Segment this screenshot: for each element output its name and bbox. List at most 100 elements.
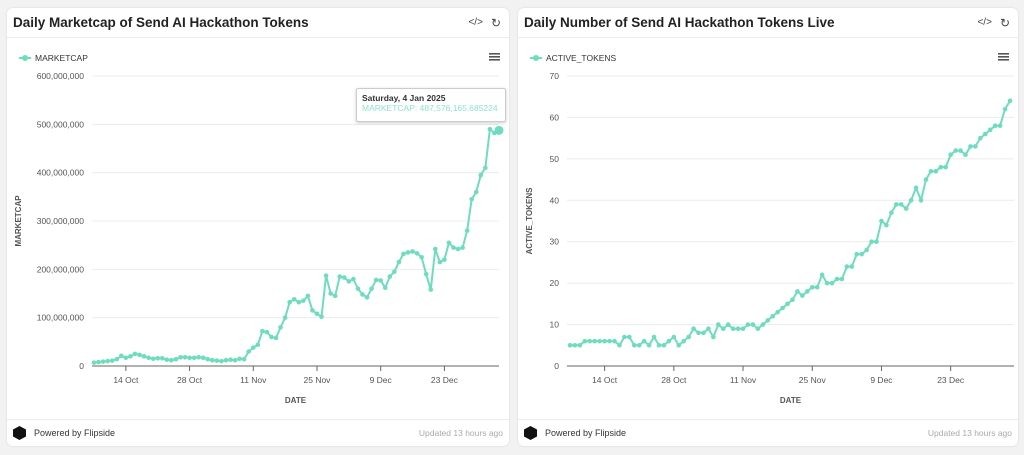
data-point: [997, 123, 1003, 129]
data-point: [351, 276, 356, 282]
data-point: [790, 297, 795, 303]
data-point: [795, 289, 800, 294]
data-point: [903, 206, 909, 211]
data-point: [305, 293, 311, 299]
data-point: [711, 334, 716, 340]
data-point: [656, 342, 662, 348]
data-point: [246, 349, 252, 354]
code-icon[interactable]: </>: [977, 17, 992, 28]
data-point: [607, 338, 612, 344]
y-tick-label: 300,000,000: [37, 216, 85, 226]
code-icon[interactable]: </>: [468, 17, 483, 28]
data-point: [396, 259, 402, 265]
data-point: [442, 257, 447, 262]
data-point: [646, 342, 652, 348]
data-point: [346, 279, 352, 284]
y-tick-label: 20: [550, 278, 560, 288]
x-tick-label: 25 Nov: [799, 375, 827, 385]
x-axis-label: DATE: [285, 396, 307, 405]
data-point: [473, 189, 479, 195]
hamburger-menu-icon: [998, 59, 1009, 61]
data-point: [255, 342, 261, 348]
data-point: [364, 295, 370, 300]
x-tick-label: 28 Oct: [661, 375, 687, 385]
x-tick-label: 14 Oct: [113, 375, 139, 385]
data-point: [323, 273, 329, 278]
data-point: [355, 286, 361, 291]
data-point: [908, 197, 914, 203]
data-point: [780, 305, 785, 311]
data-point: [96, 359, 101, 365]
data-point: [859, 251, 864, 257]
data-point: [269, 334, 274, 340]
y-tick-label: 0: [79, 361, 84, 371]
data-point: [159, 355, 165, 361]
data-point: [337, 274, 343, 279]
data-point: [567, 342, 573, 348]
data-point: [597, 338, 602, 344]
data-point: [740, 326, 746, 332]
data-point: [369, 286, 374, 291]
data-point: [237, 356, 242, 362]
tooltip-date: Saturday, 4 Jan 2025: [362, 93, 446, 103]
data-point: [874, 239, 879, 245]
data-point: [755, 326, 761, 332]
data-point: [770, 313, 775, 319]
data-point: [205, 356, 211, 362]
data-point: [775, 309, 780, 315]
data-point: [141, 354, 147, 359]
powered-by[interactable]: Powered by Flipside: [545, 428, 627, 438]
data-point: [973, 144, 978, 149]
powered-by[interactable]: Powered by Flipside: [34, 428, 116, 438]
data-point: [319, 314, 324, 320]
y-tick-label: 50: [550, 154, 560, 164]
data-point: [587, 338, 593, 344]
data-point: [437, 259, 443, 265]
tooltip-value: MARKETCAP: 487,576,165.685224: [362, 103, 498, 113]
data-point: [681, 338, 687, 344]
hamburger-menu-icon: [998, 53, 1009, 55]
legend-label: ACTIVE_TOKENS: [546, 53, 617, 63]
legend-marker: [533, 55, 539, 61]
data-point: [627, 334, 632, 340]
data-point: [923, 177, 929, 182]
data-point: [460, 245, 465, 250]
y-axis-label: ACTIVE_TOKENS: [525, 187, 534, 255]
data-point: [114, 356, 120, 362]
data-point: [1002, 106, 1008, 112]
data-point: [622, 334, 627, 340]
data-point: [760, 322, 766, 327]
data-point: [671, 334, 677, 340]
data-point: [128, 354, 133, 359]
y-tick-label: 100,000,000: [37, 313, 85, 323]
refresh-icon[interactable]: ↻: [999, 15, 1010, 30]
data-point: [419, 254, 424, 260]
y-tick-label: 30: [550, 237, 560, 247]
y-axis-label: MARKETCAP: [14, 195, 23, 247]
data-point: [155, 355, 161, 361]
hamburger-menu-icon: [489, 59, 500, 61]
data-point: [686, 334, 691, 340]
data-point: [834, 276, 840, 282]
active-tokens-panel: Daily Number of Send AI Hackathon Tokens…: [518, 8, 1018, 446]
x-tick-label: 11 Nov: [240, 375, 267, 385]
data-point: [814, 284, 820, 290]
data-point: [884, 222, 889, 228]
x-tick-label: 23 Dec: [431, 375, 459, 385]
data-point: [800, 293, 805, 298]
refresh-icon[interactable]: ↻: [490, 15, 501, 30]
marketcap-panel: Daily Marketcap of Send AI Hackathon Tok…: [7, 8, 509, 446]
data-point: [701, 330, 706, 336]
data-point: [785, 301, 790, 307]
data-point: [273, 335, 279, 341]
data-point: [933, 168, 939, 174]
data-point: [691, 326, 696, 332]
data-point: [132, 351, 138, 357]
data-point: [824, 280, 830, 286]
data-point: [982, 131, 988, 137]
data-point: [809, 284, 815, 290]
data-point: [963, 152, 968, 158]
data-point: [241, 356, 247, 362]
data-point: [191, 355, 197, 361]
data-point: [432, 246, 438, 252]
